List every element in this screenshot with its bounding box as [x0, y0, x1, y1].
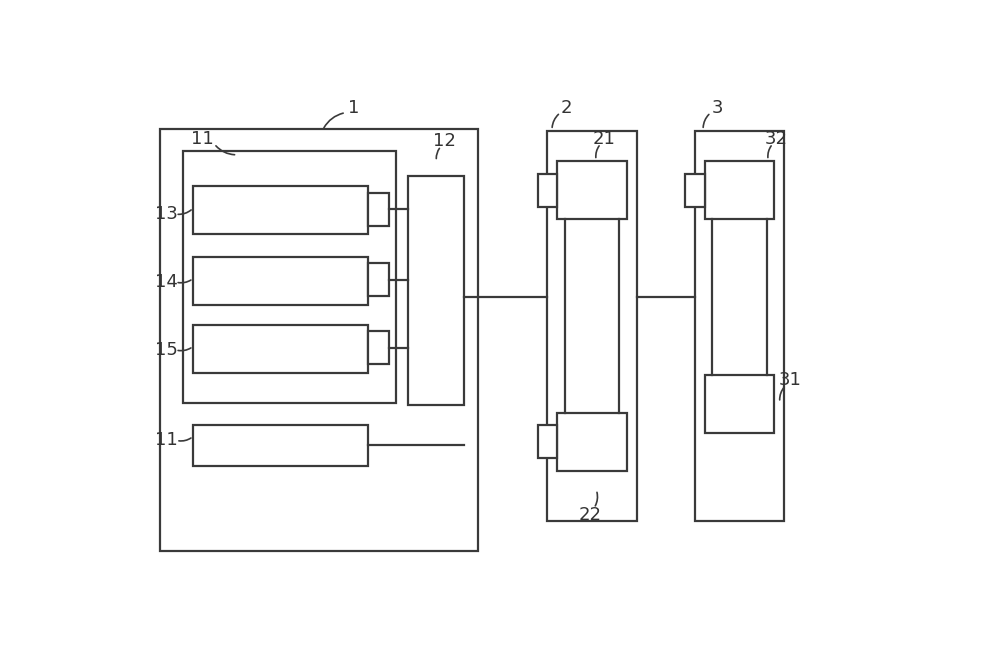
Bar — [695, 131, 784, 521]
Text: 1: 1 — [348, 99, 359, 116]
Text: 31: 31 — [779, 371, 801, 389]
Bar — [368, 331, 389, 364]
Bar — [538, 425, 557, 458]
Bar — [160, 129, 478, 551]
Text: 22: 22 — [578, 506, 602, 524]
Text: 2: 2 — [561, 99, 572, 116]
Bar — [193, 325, 368, 372]
Bar — [368, 193, 389, 226]
Bar — [557, 413, 627, 471]
Text: 11: 11 — [191, 130, 214, 148]
Bar — [193, 257, 368, 304]
Bar — [705, 161, 774, 219]
Text: 3: 3 — [711, 99, 723, 116]
Bar — [368, 263, 389, 296]
Bar — [547, 131, 637, 521]
Text: 21: 21 — [593, 130, 615, 148]
Bar — [193, 425, 368, 466]
Text: 14: 14 — [155, 273, 178, 291]
Text: 12: 12 — [433, 132, 456, 150]
Text: 13: 13 — [155, 205, 178, 223]
Bar — [538, 174, 557, 206]
Text: 32: 32 — [765, 130, 788, 148]
Bar — [193, 187, 368, 234]
Bar — [408, 176, 464, 405]
Bar — [557, 161, 627, 219]
Bar — [685, 174, 705, 206]
Bar — [183, 151, 396, 403]
Text: 15: 15 — [155, 341, 178, 359]
Text: 11: 11 — [155, 432, 177, 449]
Bar — [705, 375, 774, 433]
